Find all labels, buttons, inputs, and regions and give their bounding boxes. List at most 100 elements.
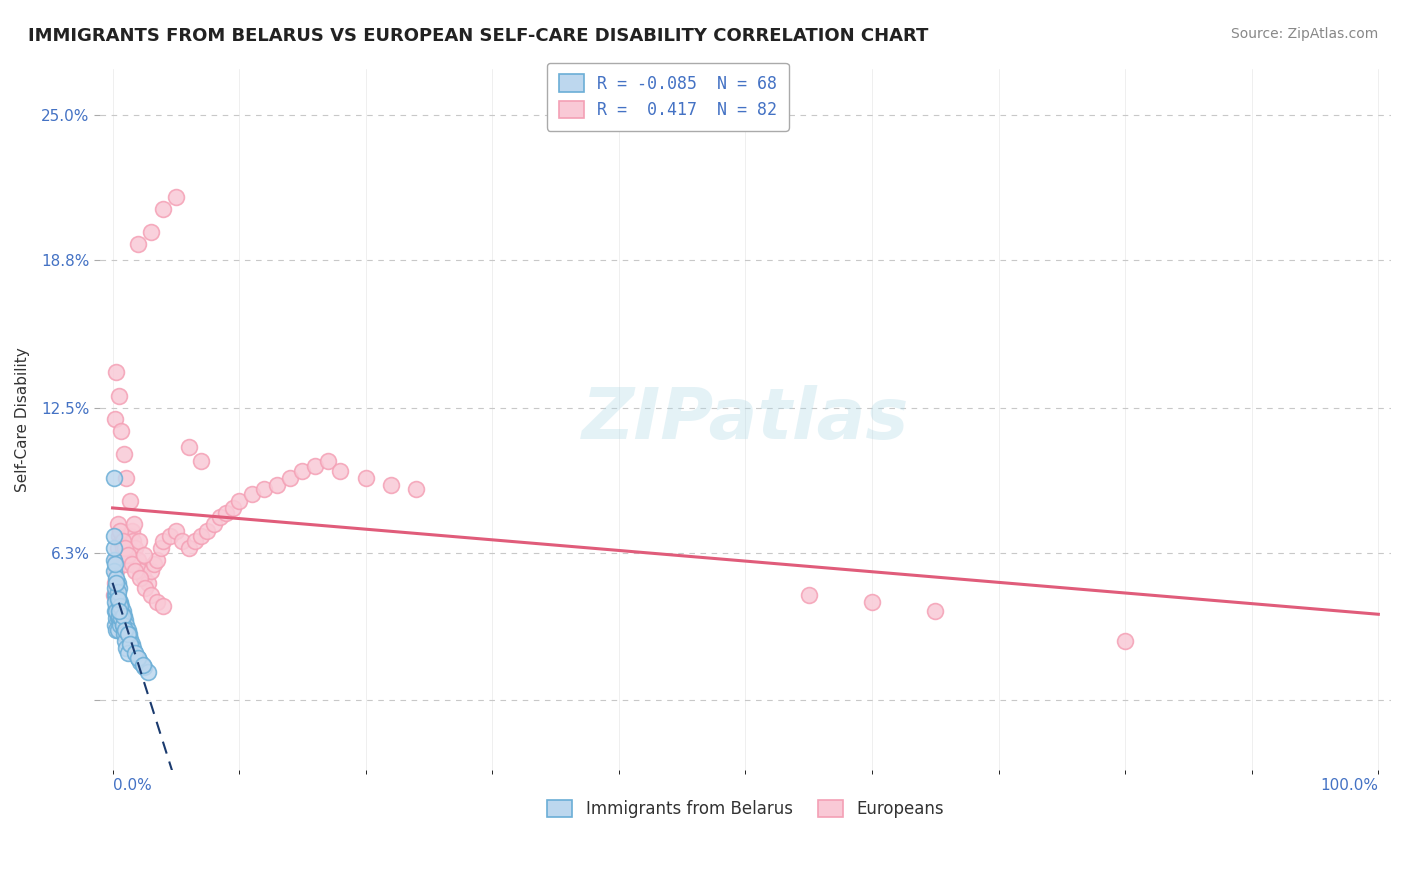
Point [111,618,134,632]
Text: Source: ZipAtlas.com: Source: ZipAtlas.com [1230,27,1378,41]
Point [103,552,125,566]
Point [139,588,162,602]
Point [139,564,162,578]
Point [121,641,143,656]
Point [114,613,136,627]
Point [117,627,139,641]
Point [146,594,169,608]
Text: 0.0%: 0.0% [112,778,152,793]
Point [127,650,149,665]
Point [108,611,131,625]
Point [190,454,212,468]
Point [107,585,129,599]
Point [115,471,138,485]
Point [112,552,135,566]
Point [197,524,219,539]
Point [104,618,127,632]
Point [190,529,212,543]
Point [108,594,131,608]
Point [202,517,225,532]
Point [253,483,276,497]
Point [108,604,131,618]
Point [114,627,136,641]
Point [107,576,129,591]
Point [105,366,128,380]
Point [291,464,314,478]
Point [108,529,131,543]
Point [114,634,136,648]
Point [117,541,139,555]
Point [121,524,143,539]
Point [105,604,128,618]
Point [112,623,135,637]
Point [107,599,129,614]
Point [114,548,136,562]
Point [105,611,128,625]
Point [127,236,149,251]
Point [122,517,145,532]
Point [240,487,263,501]
Point [228,494,250,508]
Point [124,564,146,578]
Point [108,599,131,614]
Point [110,533,132,548]
Point [120,632,142,646]
Point [111,618,134,632]
Point [105,588,128,602]
Point [104,594,127,608]
Point [112,627,135,641]
Point [152,599,174,614]
Point [108,604,131,618]
Point [105,571,128,585]
Point [177,541,200,555]
Point [105,623,128,637]
Point [104,412,127,426]
Point [105,564,128,578]
Point [136,665,159,679]
Point [129,564,152,578]
Point [108,524,131,539]
Point [103,529,125,543]
Point [222,501,245,516]
Point [143,558,166,572]
Point [110,599,132,614]
Point [120,529,142,543]
Point [354,471,377,485]
Point [209,510,232,524]
Point [114,623,136,637]
Point [124,646,146,660]
Point [103,541,125,555]
Point [118,627,141,641]
Point [134,548,156,562]
Point [107,517,129,532]
Point [136,576,159,591]
Point [117,623,139,637]
Point [107,541,129,555]
Point [103,564,125,578]
Point [105,576,128,591]
Point [152,533,174,548]
Point [107,623,129,637]
Point [103,588,125,602]
Point [105,552,128,566]
Point [117,548,139,562]
Point [146,552,169,566]
Point [117,646,139,660]
Point [304,458,326,473]
Point [124,646,146,660]
Text: IMMIGRANTS FROM BELARUS VS EUROPEAN SELF-CARE DISABILITY CORRELATION CHART: IMMIGRANTS FROM BELARUS VS EUROPEAN SELF… [28,27,928,45]
Point [121,533,143,548]
Point [107,590,129,604]
Point [120,637,142,651]
Point [111,604,134,618]
Point [797,588,820,602]
Point [111,541,134,555]
Point [152,202,174,216]
Point [127,552,149,566]
Point [316,454,339,468]
Point [278,471,301,485]
Point [103,471,125,485]
Point [120,494,142,508]
Point [329,464,352,478]
Point [110,611,132,625]
